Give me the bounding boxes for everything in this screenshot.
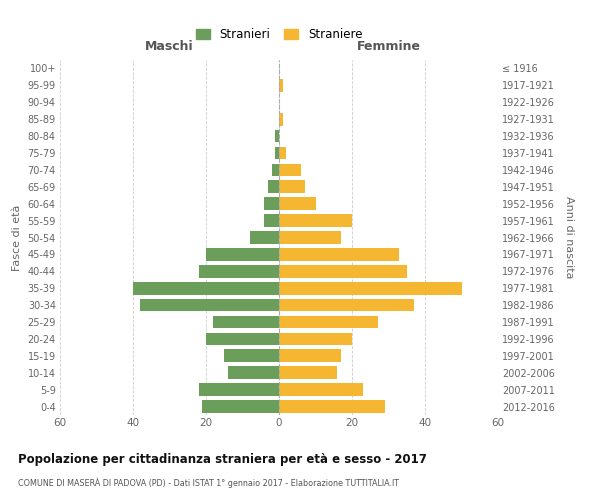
Bar xyxy=(206,248,279,260)
Bar xyxy=(275,146,279,160)
Bar xyxy=(199,384,279,396)
Bar xyxy=(279,146,286,160)
Bar xyxy=(279,231,341,244)
Text: Femmine: Femmine xyxy=(356,40,421,53)
Bar xyxy=(250,231,279,244)
Y-axis label: Fasce di età: Fasce di età xyxy=(12,204,22,270)
Bar xyxy=(279,198,316,210)
Bar xyxy=(279,299,414,312)
Bar xyxy=(214,316,279,328)
Bar xyxy=(279,214,352,227)
Bar xyxy=(224,350,279,362)
Bar xyxy=(279,248,400,260)
Bar xyxy=(199,265,279,278)
Text: COMUNE DI MASERÀ DI PADOVA (PD) - Dati ISTAT 1° gennaio 2017 - Elaborazione TUTT: COMUNE DI MASERÀ DI PADOVA (PD) - Dati I… xyxy=(18,478,399,488)
Bar xyxy=(279,282,461,294)
Bar xyxy=(265,198,279,210)
Bar xyxy=(279,350,341,362)
Bar xyxy=(268,180,279,193)
Bar xyxy=(279,316,377,328)
Bar xyxy=(265,214,279,227)
Text: Popolazione per cittadinanza straniera per età e sesso - 2017: Popolazione per cittadinanza straniera p… xyxy=(18,452,427,466)
Bar xyxy=(279,113,283,126)
Bar xyxy=(279,400,385,413)
Bar xyxy=(279,79,283,92)
Bar xyxy=(275,130,279,142)
Bar xyxy=(272,164,279,176)
Bar xyxy=(279,180,305,193)
Bar xyxy=(202,400,279,413)
Bar xyxy=(206,332,279,345)
Text: Maschi: Maschi xyxy=(145,40,194,53)
Bar xyxy=(279,384,363,396)
Bar xyxy=(228,366,279,379)
Bar xyxy=(279,332,352,345)
Bar xyxy=(133,282,279,294)
Bar xyxy=(279,366,337,379)
Bar xyxy=(140,299,279,312)
Bar xyxy=(279,265,407,278)
Legend: Stranieri, Straniere: Stranieri, Straniere xyxy=(191,24,367,46)
Bar xyxy=(279,164,301,176)
Y-axis label: Anni di nascita: Anni di nascita xyxy=(565,196,574,279)
